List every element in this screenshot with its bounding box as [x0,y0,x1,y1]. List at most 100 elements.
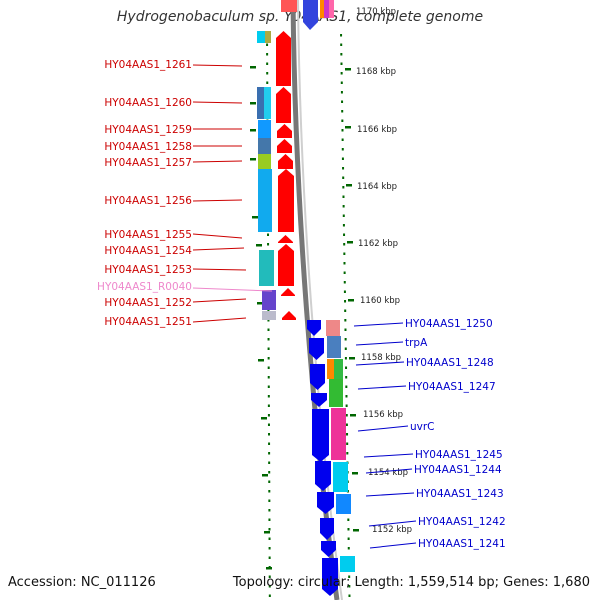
tick-dot [267,423,270,426]
tick-dot [267,385,270,388]
reverse-gene-label: HY04AAS1_1244 [414,464,502,476]
tick-dot [342,214,345,217]
label-leader-line [192,287,273,292]
tick-dot [268,518,271,521]
major-tick-left [258,359,264,362]
forward-gene-arrow [278,154,293,169]
tick-dot [341,119,344,122]
forward-gene-label: HY04AAS1_1253 [104,264,192,276]
label-leader-line [365,492,415,497]
label-leader-line [192,199,243,202]
tick-dot [343,290,346,293]
reverse-gene-label: HY04AAS1_1248 [406,357,494,369]
label-leader-line [363,453,414,458]
reverse-gene-arrow [315,461,331,491]
tick-label: 1154 kbp [368,468,408,478]
major-tick-left [250,129,256,132]
tick-dot [268,528,271,531]
tick-dot [344,328,347,331]
tick-dot [268,452,271,455]
label-leader-line [355,361,405,366]
reverse-gene-label: uvrC [410,421,435,433]
tick-labels: 1170 kbp 1168 kbp 1166 kbp 1164 kbp 1162 kbp… [356,7,412,535]
reverse-gene-box [329,0,334,18]
tick-dot [268,575,271,578]
tick-dot [340,72,343,75]
tick-dot [267,319,270,322]
tick-dot [268,471,271,474]
tick-dot [343,233,346,236]
genome-backbone [290,0,343,600]
reverse-gene-arrow [322,558,338,596]
tick-dot [341,129,344,132]
reverse-gene-arrow [309,338,324,360]
tick-dot [267,404,270,407]
tick-label: 1164 kbp [357,182,397,192]
gene-features [257,0,355,596]
reverse-gene-label: HY04AAS1_1243 [416,488,504,500]
label-leader-line [365,468,413,474]
tick-dot [340,43,343,46]
tick-dot [268,480,271,483]
forward-gene-box [259,250,274,286]
reverse-gene-label: HY04AAS1_1250 [405,318,493,330]
tick-label: 1166 kbp [357,125,397,135]
tick-dot [342,176,345,179]
tick-dot [340,81,343,84]
tick-dot [267,309,270,312]
reverse-gene-box [320,0,324,18]
tick-dot [345,385,348,388]
major-tick-left [262,474,268,477]
label-leader-line [192,317,247,323]
tick-dot [340,91,343,94]
forward-gene-box [258,169,272,232]
forward-gene-label: HY04AAS1_1252 [104,297,192,309]
tick-dot [267,414,270,417]
forward-gene-arrow [281,0,297,12]
tick-label: 1162 kbp [358,239,398,249]
major-tick-right [345,126,351,129]
tick-dot [267,328,270,331]
tick-dot [344,357,347,360]
forward-gene-box [258,120,271,138]
tick-label: 1152 kbp [372,525,412,535]
tick-dot [266,53,269,56]
tick-dot [342,205,345,208]
major-tick-right [345,68,351,71]
forward-gene-label: HY04AAS1_1258 [104,141,192,153]
tick-dot [347,518,350,521]
accession-text: Accession: NC_011126 [8,575,156,590]
reverse-gene-label: HY04AAS1_1245 [415,449,503,461]
forward-gene-arrow [277,139,292,153]
label-leader-line [192,233,243,239]
tick-dot [342,186,345,189]
label-leader-line [192,268,247,271]
tick-label: 1170 kbp [356,7,396,17]
tick-dot [268,490,271,493]
label-leader-line [357,385,407,390]
tick-dot [346,442,349,445]
major-tick-right [347,241,353,244]
tick-dot [344,347,347,350]
major-tick-left [264,531,270,534]
major-tick-right [352,472,358,475]
tick-dot [343,271,346,274]
forward-gene-box [257,31,265,43]
forward-gene-label: HY04AAS1_1254 [104,245,192,257]
forward-gene-box [264,87,271,119]
tick-dot [344,300,347,303]
tick-dot [341,100,344,103]
label-leader-line [192,298,247,303]
tick-dot [268,594,271,597]
tick-dot [346,452,349,455]
forward-gene-label: HY04AAS1_1259 [104,124,192,136]
tick-dot [341,138,344,141]
major-tick-right [349,357,355,360]
reverse-gene-label: HY04AAS1_1241 [418,538,506,550]
tick-dot [344,319,347,322]
major-tick-left [250,66,256,69]
label-leader-line [192,247,245,251]
major-tick-right [353,529,359,532]
major-tick-left [250,158,256,161]
